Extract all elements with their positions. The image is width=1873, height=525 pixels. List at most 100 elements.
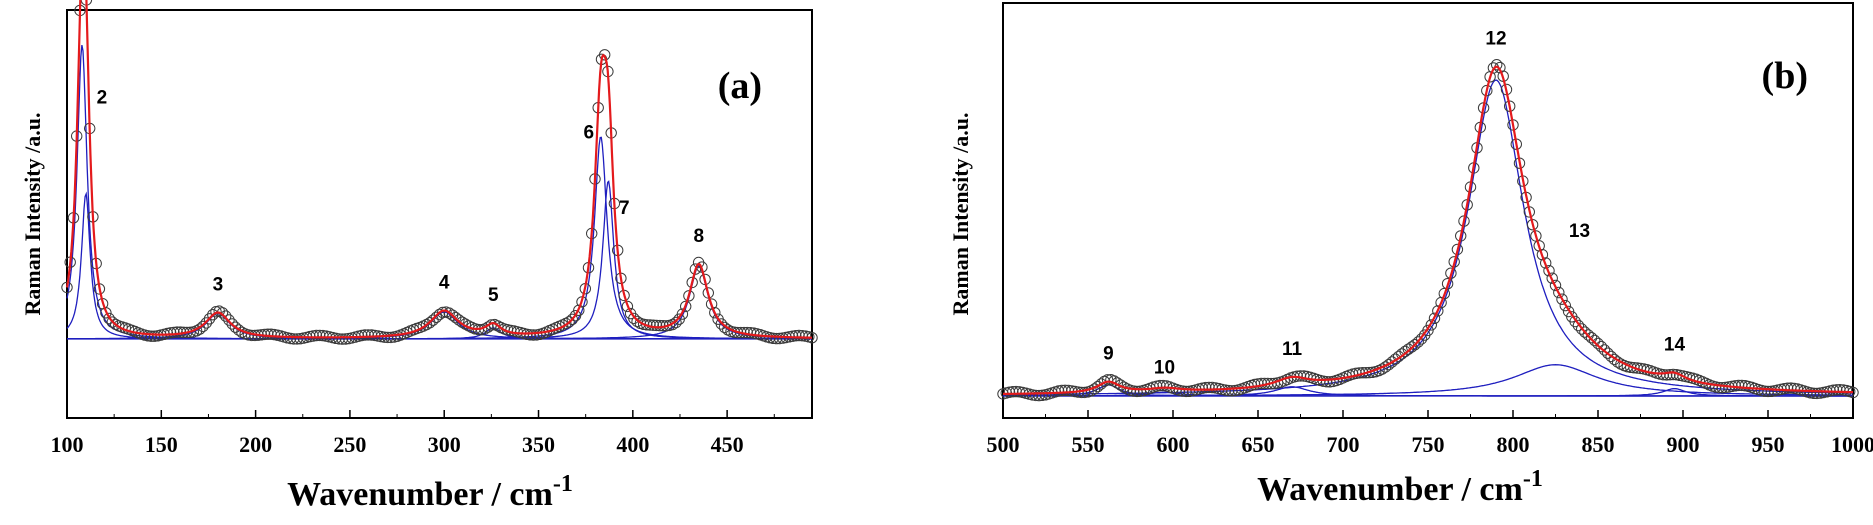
data-point [333,333,345,345]
data-point [1030,389,1042,402]
x-tick-label: 1000 [1831,432,1873,457]
component-curves-b [1003,79,1853,397]
data-point [1602,347,1614,359]
x-tick-label: 350 [522,432,555,457]
data-point [1576,323,1588,335]
component-peak-12 [1003,79,1853,396]
data-point [689,263,702,275]
peak-label-9: 9 [1103,344,1114,365]
data-point [1595,340,1608,353]
x-axis-ticks-a: 100 150 200 250 300 350 400 450 [51,410,775,457]
data-point [1808,387,1820,399]
data-point [1428,312,1441,324]
data-point [168,326,180,339]
data-point [1713,381,1725,394]
data-point [1585,332,1598,344]
data-point [1553,286,1565,299]
data-point [1579,326,1591,338]
data-point [142,330,154,342]
data-point [1589,334,1601,347]
data-point [1530,230,1542,242]
data-point [226,318,238,330]
data-point [670,316,682,329]
data-point [336,333,348,345]
data-point [1317,375,1330,387]
data-point [1536,249,1549,261]
data-point [433,308,446,321]
data-point [284,332,297,345]
x-axis-label-a-text: Wavenumber / cm [287,476,553,513]
peak-label-4: 4 [439,273,450,294]
data-point [262,328,274,340]
peak-label-11: 11 [1282,339,1303,360]
peak-label-8: 8 [694,226,705,247]
peak-label-10: 10 [1154,358,1175,379]
fit-curve-a [65,0,812,339]
data-point [1582,329,1594,341]
data-point [1409,339,1421,351]
data-point [705,298,718,310]
x-axis-ticks-b: 500 550 600 650 700 750 800 850 900 950 1000 [987,410,1873,457]
data-point [1079,386,1091,399]
peak-label-2: 2 [97,87,108,108]
data-point [165,327,177,339]
x-axis-label-b: Wavenumber / cm-1 [1257,466,1543,508]
data-point [1540,257,1552,269]
data-point [1432,305,1444,317]
data-point [1425,319,1438,331]
data-point [770,332,783,345]
component-peak-7 [67,180,812,340]
peak-labels-b: 9 10 11 12 13 14 [1103,29,1685,379]
data-point [1598,344,1611,356]
y-axis-label-a: Raman Intensity /a.u. [20,113,45,316]
data-point [203,313,216,325]
data-point [563,316,575,328]
x-tick-label: 950 [1752,432,1785,457]
x-axis-label-b-superscript: -1 [1523,466,1543,492]
x-tick-label: 200 [239,432,272,457]
data-point [709,307,721,319]
component-curves-a [66,44,812,340]
data-point [382,331,394,344]
data-point [1399,345,1411,358]
data-point [1549,279,1562,292]
x-tick-label: 100 [51,432,84,457]
data-point [1026,389,1039,401]
data-point [100,307,112,319]
data-point [569,310,582,322]
data-point [1438,287,1451,300]
peak-label-14: 14 [1664,335,1686,356]
data-point [1252,378,1264,390]
data-point [1827,384,1840,396]
data-point [1402,343,1415,355]
data-point [1007,386,1019,398]
x-tick-label: 550 [1072,432,1105,457]
data-point [359,329,371,341]
data-point [1592,337,1604,350]
data-point [1128,385,1140,397]
peak-label-6: 6 [584,123,595,144]
data-point [233,324,245,336]
data-point [420,318,433,331]
data-point [1661,369,1673,381]
peak-label-7: 7 [619,198,630,219]
data-point [103,312,115,325]
x-tick-label: 700 [1327,432,1360,457]
data-point [288,333,300,345]
peak-label-12: 12 [1485,29,1506,50]
data-point [1422,324,1434,337]
data-point [1222,384,1235,397]
data-point [171,326,183,338]
peak-labels-a: 12345678 [97,87,705,306]
data-point [1569,315,1581,328]
data-point [453,314,465,326]
data-point [573,304,585,316]
data-point [443,307,455,319]
data-point [735,326,747,339]
x-tick-label: 650 [1242,432,1275,457]
data-point [767,332,779,344]
x-axis-label-b-text: Wavenumber / cm [1257,471,1523,508]
x-tick-label: 900 [1667,432,1700,457]
data-point [718,321,731,334]
